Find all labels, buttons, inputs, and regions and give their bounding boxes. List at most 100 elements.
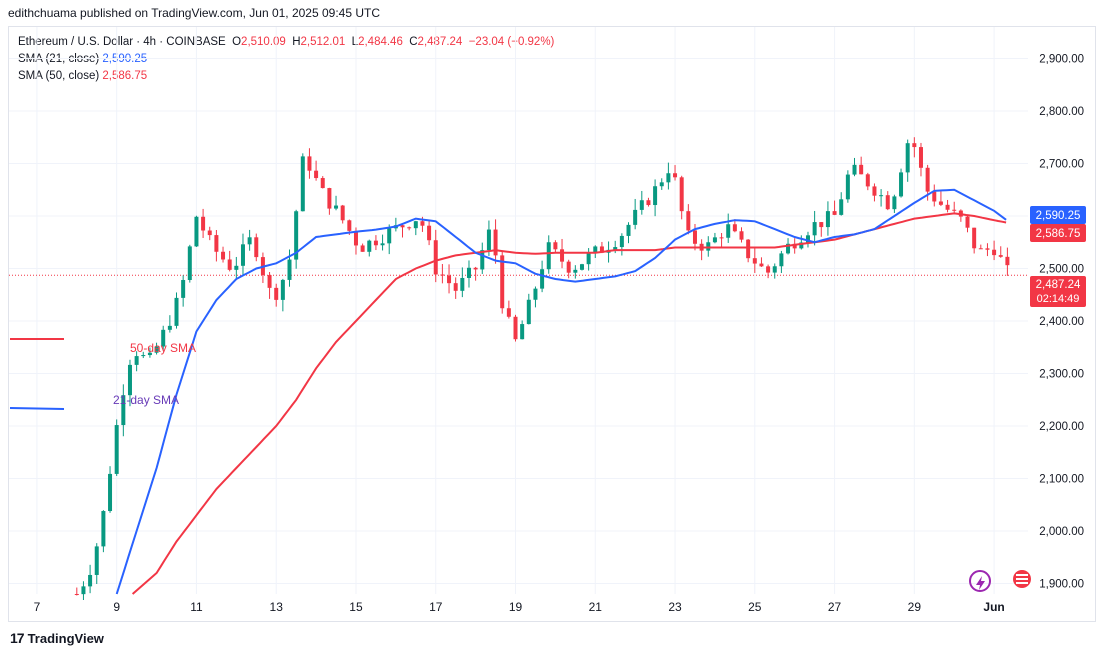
- candle: [413, 220, 418, 236]
- candle: [865, 172, 870, 191]
- candle: [147, 347, 152, 358]
- candle: [746, 239, 751, 263]
- candle: [473, 266, 478, 281]
- chart-frame[interactable]: [8, 26, 1096, 622]
- countdown-text: 02:14:49: [1037, 293, 1080, 305]
- candle: [300, 153, 305, 212]
- candle: [659, 178, 664, 190]
- candle: [859, 156, 864, 175]
- candle: [427, 219, 432, 246]
- candle: [380, 234, 385, 251]
- sma21-key-line: [9, 407, 65, 410]
- candle: [673, 165, 678, 181]
- candle: [440, 264, 445, 284]
- candle: [819, 222, 824, 237]
- candle: [825, 201, 830, 236]
- candle: [400, 224, 405, 238]
- x-tick-label: 17: [429, 600, 443, 614]
- candle: [187, 244, 192, 283]
- candle: [579, 263, 584, 271]
- x-tick-label: 15: [349, 600, 363, 614]
- candle: [779, 250, 784, 274]
- candle: [74, 587, 79, 596]
- x-tick-label: 7: [34, 600, 41, 614]
- candle: [586, 248, 591, 271]
- candlesticks: [74, 137, 1010, 600]
- candle: [453, 277, 458, 299]
- y-tick-label: 1,900.00: [1039, 579, 1084, 591]
- candle: [879, 189, 884, 207]
- candle: [899, 168, 904, 198]
- candle: [726, 213, 731, 243]
- candle: [134, 351, 139, 372]
- candle: [799, 235, 804, 250]
- candle: [938, 191, 943, 207]
- candle: [447, 264, 452, 294]
- y-axis-ticks: 1,900.00 2,000.00 2,100.00 2,200.00 2,300.00…: [1039, 54, 1084, 591]
- x-tick-label: 19: [509, 600, 523, 614]
- candle: [566, 259, 571, 279]
- x-tick-label: 23: [668, 600, 682, 614]
- replay-icon[interactable]: [969, 570, 991, 592]
- candle: [127, 359, 132, 407]
- candle: [872, 183, 877, 202]
- candle: [141, 351, 146, 359]
- y-tick-label: 2,300.00: [1039, 369, 1084, 381]
- candle: [892, 194, 897, 213]
- open-label: O: [232, 36, 242, 48]
- symbol-title[interactable]: Ethereum / U.S. Dollar · 4h · COINBASE: [18, 36, 226, 48]
- candle: [214, 230, 219, 262]
- candle: [759, 257, 764, 267]
- candle: [772, 263, 777, 279]
- candle: [367, 239, 372, 257]
- sma21-line: [115, 188, 1007, 595]
- candle: [1005, 247, 1010, 276]
- candle: [633, 198, 638, 230]
- sma21-price-tag: 2,590.25: [1030, 206, 1086, 224]
- candle: [526, 293, 531, 325]
- chart-legend: Ethereum / U.S. Dollar · 4h · COINBASE O…: [18, 34, 554, 85]
- candle: [373, 235, 378, 251]
- candle: [181, 275, 186, 307]
- last-price-tag: 2,487.24 02:14:49: [1030, 276, 1086, 307]
- candle: [234, 256, 239, 280]
- candle: [334, 195, 339, 211]
- candle: [520, 320, 525, 340]
- candle: [247, 229, 252, 251]
- candle: [992, 240, 997, 261]
- candle: [360, 243, 365, 252]
- candle: [81, 581, 86, 600]
- candle: [194, 215, 199, 247]
- candle: [121, 384, 126, 437]
- candle: [340, 204, 345, 224]
- candle: [699, 239, 704, 261]
- candle: [712, 232, 717, 244]
- candle: [965, 215, 970, 233]
- x-tick-label: 9: [113, 600, 120, 614]
- candle: [280, 278, 285, 312]
- candle: [314, 160, 319, 181]
- candle: [998, 246, 1003, 258]
- candle: [932, 184, 937, 207]
- candle: [832, 200, 837, 216]
- publisher-line: edithchuama published on TradingView.com…: [8, 6, 381, 20]
- candle: [885, 191, 890, 211]
- candle: [985, 243, 990, 257]
- open-value: 2,510.09: [241, 36, 286, 48]
- x-tick-label: 29: [908, 600, 922, 614]
- candle: [267, 272, 272, 299]
- flag-icon[interactable]: [1013, 570, 1031, 588]
- candle: [387, 224, 392, 255]
- grid-lines: [9, 27, 1028, 594]
- y-tick-label: 2,000.00: [1039, 526, 1084, 538]
- candle: [546, 235, 551, 274]
- tradingview-footer[interactable]: 17 TradingView: [10, 630, 104, 646]
- candle: [619, 233, 624, 256]
- x-tick-label: 27: [828, 600, 842, 614]
- tradingview-brand: TradingView: [27, 630, 104, 646]
- candle: [739, 227, 744, 243]
- tradingview-logo-icon: 17: [10, 630, 25, 646]
- sma50-row[interactable]: SMA (50, close) 2,586.75: [18, 68, 554, 85]
- y-tick-label: 2,400.00: [1039, 316, 1084, 328]
